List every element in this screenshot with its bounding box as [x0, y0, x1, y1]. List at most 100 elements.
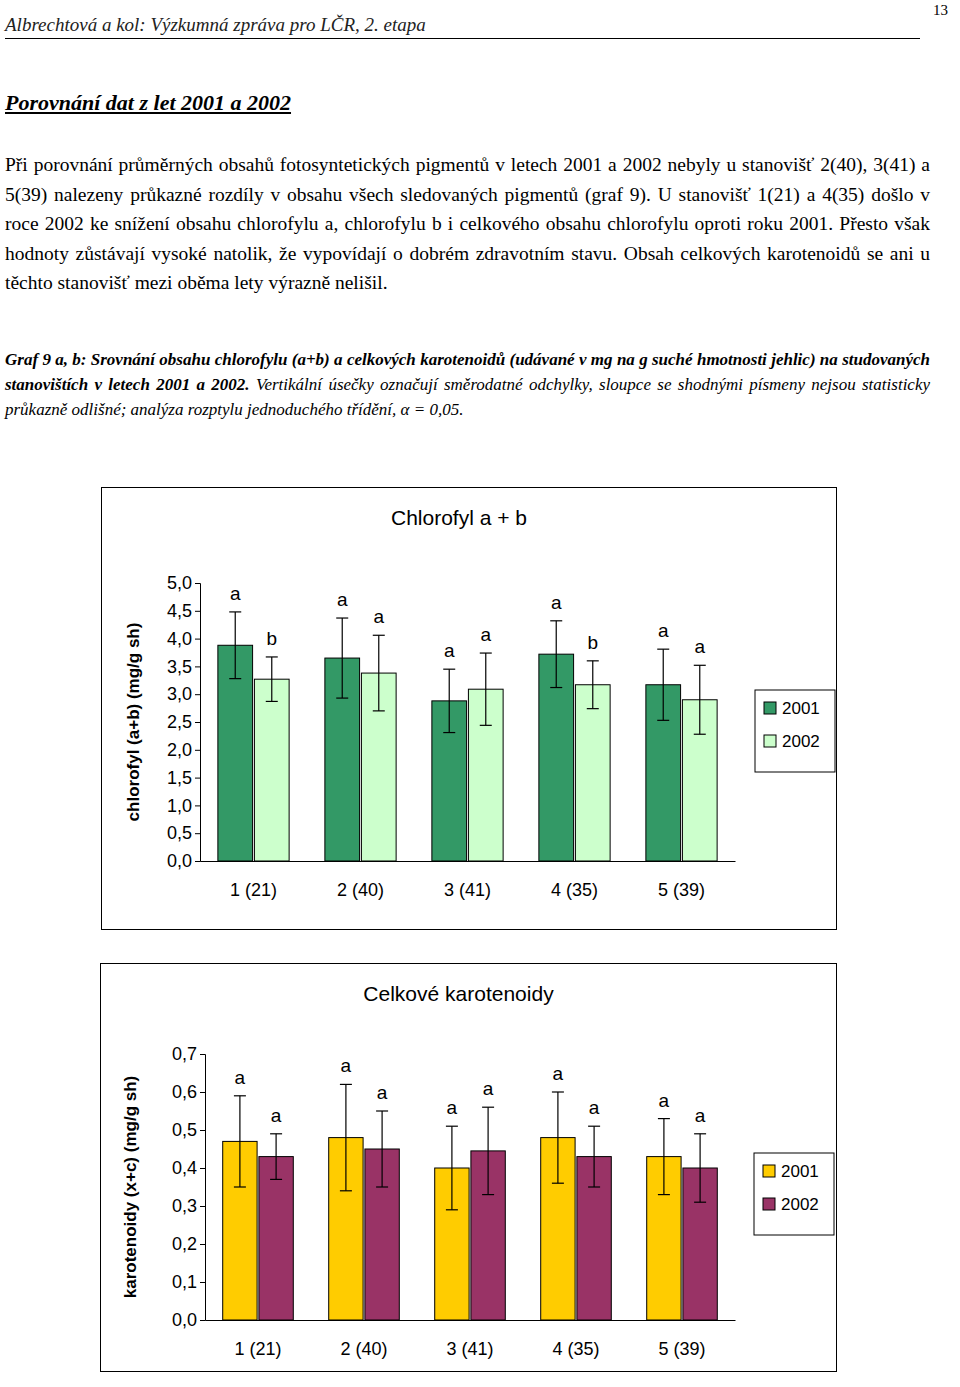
- y-tick-label: 0,0: [167, 851, 192, 871]
- significance-letter: a: [271, 1105, 282, 1126]
- x-tick: 3 (41): [444, 861, 491, 900]
- error-bar: [443, 669, 455, 732]
- error-bar: [373, 635, 385, 711]
- error-cap: [340, 1084, 352, 1085]
- significance-letter: b: [266, 628, 277, 649]
- error-line: [449, 669, 450, 732]
- error-line: [699, 665, 700, 734]
- legend: 20012002: [754, 1153, 834, 1235]
- error-line: [485, 653, 486, 725]
- error-cap: [229, 678, 241, 679]
- error-cap: [443, 732, 455, 733]
- error-line: [592, 661, 593, 709]
- x-axis: 1 (21)2 (40)3 (41)4 (35)5 (39): [201, 861, 736, 900]
- y-tick: 0,2: [172, 1234, 205, 1254]
- error-cap: [443, 669, 455, 670]
- x-tick-label: 5 (39): [658, 880, 705, 900]
- y-tick-label: 2,0: [167, 740, 192, 760]
- x-tick-label: 1 (21): [234, 1339, 281, 1359]
- x-tick: 5 (39): [658, 1320, 705, 1359]
- y-tick-label: 2,5: [167, 712, 192, 732]
- error-bar: [480, 653, 492, 725]
- error-bar: [694, 665, 706, 734]
- error-line: [451, 1126, 452, 1210]
- error-cap: [336, 697, 348, 698]
- error-cap: [694, 1202, 706, 1203]
- error-cap: [480, 652, 492, 653]
- error-cap: [446, 1209, 458, 1210]
- significance-letter: a: [483, 1078, 494, 1099]
- error-cap: [587, 660, 599, 661]
- error-line: [239, 1096, 240, 1187]
- y-tick: 0,3: [172, 1196, 205, 1216]
- y-tick-mark: [200, 1244, 205, 1245]
- error-cap: [694, 734, 706, 735]
- y-tick: 0,6: [172, 1082, 205, 1102]
- error-cap: [446, 1126, 458, 1127]
- x-tick-label: 3 (41): [444, 880, 491, 900]
- y-tick-mark: [195, 861, 200, 862]
- y-tick: 0,1: [172, 1272, 205, 1292]
- significance-letter: a: [444, 640, 455, 661]
- plot-area: [218, 612, 717, 861]
- error-cap: [376, 1186, 388, 1187]
- y-tick-mark: [200, 1130, 205, 1131]
- y-tick-label: 1,0: [167, 796, 192, 816]
- error-cap: [657, 720, 669, 721]
- x-tick-label: 2 (40): [340, 1339, 387, 1359]
- y-axis-title: karotenoidy (x+c) (mg/g sh): [121, 1076, 140, 1298]
- y-tick-mark: [195, 666, 200, 667]
- y-tick-mark: [200, 1092, 205, 1093]
- error-line: [699, 1134, 700, 1202]
- significance-letter: a: [341, 1055, 352, 1076]
- error-bar: [270, 1134, 282, 1180]
- error-cap: [373, 710, 385, 711]
- error-bar: [588, 1126, 600, 1187]
- legend-label: 2002: [782, 732, 820, 751]
- series: [218, 612, 681, 861]
- y-tick-label: 0,6: [172, 1082, 197, 1102]
- legend-label: 2001: [782, 699, 820, 718]
- error-line: [235, 612, 236, 679]
- bar: [575, 685, 610, 861]
- y-tick-mark: [200, 1168, 205, 1169]
- x-tick-label: 4 (35): [552, 1339, 599, 1359]
- error-cap: [694, 1133, 706, 1134]
- y-tick-label: 3,0: [167, 684, 192, 704]
- error-cap: [336, 617, 348, 618]
- error-bar: [340, 1084, 352, 1190]
- error-cap: [270, 1133, 282, 1134]
- error-cap: [552, 1091, 564, 1092]
- y-tick: 0,4: [172, 1158, 205, 1178]
- error-cap: [482, 1194, 494, 1195]
- legend: 2001 2002: [755, 690, 835, 772]
- y-tick-mark: [195, 833, 200, 834]
- significance-letter: a: [589, 1097, 600, 1118]
- y-tick-mark: [200, 1054, 205, 1055]
- paragraph: Při porovnání průměrných obsahů fotosynt…: [5, 150, 930, 298]
- y-tick-label: 3,5: [167, 657, 192, 677]
- x-tick: 2 (40): [340, 1320, 387, 1359]
- x-tick-label: 3 (41): [446, 1339, 493, 1359]
- error-cap: [482, 1107, 494, 1108]
- chart: Celkové karotenoidy0,00,10,20,30,40,50,6…: [100, 963, 837, 1372]
- error-line: [378, 635, 379, 711]
- y-tick: 0,5: [172, 1120, 205, 1140]
- x-axis: 1 (21) 2 (40) 3 (41) 4 (35) 5 (39): [206, 1320, 736, 1359]
- y-tick-label: 4,0: [167, 629, 192, 649]
- error-cap: [550, 620, 562, 621]
- y-tick: 4,5: [167, 601, 200, 621]
- error-cap: [658, 1118, 670, 1119]
- x-tick: 4 (35): [552, 1320, 599, 1359]
- y-tick: 4,0: [167, 629, 200, 649]
- x-tick-label: 5 (39): [658, 1339, 705, 1359]
- x-tick-label: 2 (40): [337, 880, 384, 900]
- error-bar: [376, 1111, 388, 1187]
- series: [259, 1107, 717, 1320]
- legend-label: 2002: [781, 1195, 819, 1214]
- error-cap: [587, 708, 599, 709]
- y-tick: 3,0: [167, 684, 200, 704]
- significance-letter: a: [235, 1067, 246, 1088]
- error-cap: [234, 1186, 246, 1187]
- error-bar: [657, 649, 669, 720]
